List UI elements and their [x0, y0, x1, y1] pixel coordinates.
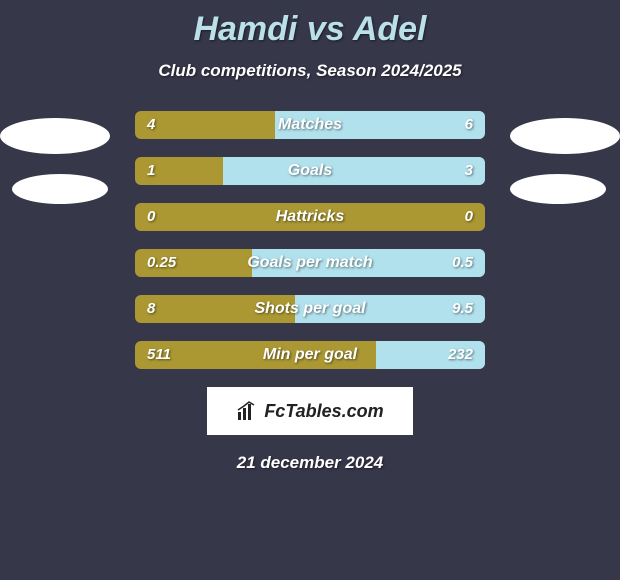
bar-row: 0.25Goals per match0.5 [135, 249, 485, 277]
bar-right-value: 9.5 [452, 295, 473, 323]
ellipse-icon [12, 174, 108, 204]
bar-right-value: 3 [465, 157, 473, 185]
bar-label: Hattricks [135, 203, 485, 231]
bar-label: Min per goal [135, 341, 485, 369]
comparison-bars: 4Matches6 1Goals3 0Hattricks0 0.25Goals per… [135, 111, 485, 369]
ellipse-icon [510, 118, 620, 154]
page-subtitle: Club competitions, Season 2024/2025 [0, 61, 620, 81]
page-title: Hamdi vs Adel [0, 0, 620, 49]
logo-text: FcTables.com [264, 401, 383, 422]
bar-label: Matches [135, 111, 485, 139]
bar-right-value: 0 [465, 203, 473, 231]
bar-right-value: 232 [448, 341, 473, 369]
bar-right-value: 6 [465, 111, 473, 139]
bar-right-value: 0.5 [452, 249, 473, 277]
chart-icon [236, 400, 258, 422]
bar-row: 0Hattricks0 [135, 203, 485, 231]
right-decor [510, 118, 620, 224]
bar-label: Shots per goal [135, 295, 485, 323]
fctables-logo: FcTables.com [207, 387, 413, 435]
ellipse-icon [0, 118, 110, 154]
bar-row: 1Goals3 [135, 157, 485, 185]
bar-row: 8Shots per goal9.5 [135, 295, 485, 323]
left-decor [0, 118, 110, 224]
bar-label: Goals [135, 157, 485, 185]
date-text: 21 december 2024 [0, 453, 620, 473]
bar-row: 4Matches6 [135, 111, 485, 139]
ellipse-icon [510, 174, 606, 204]
bar-row: 511Min per goal232 [135, 341, 485, 369]
bar-label: Goals per match [135, 249, 485, 277]
